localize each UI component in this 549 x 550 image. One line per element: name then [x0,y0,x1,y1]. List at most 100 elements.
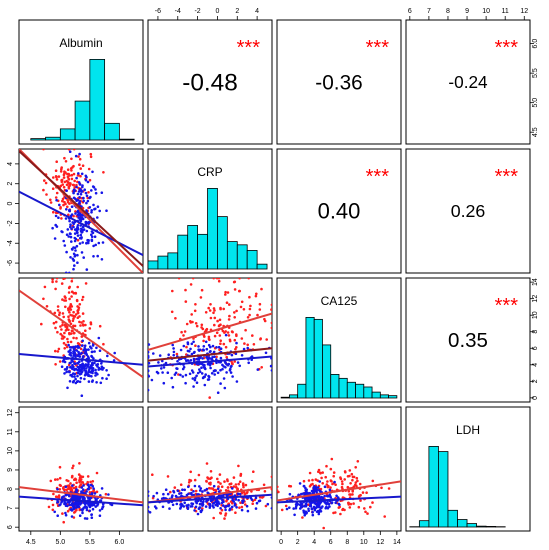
data-point [199,296,203,299]
data-point [91,350,94,354]
data-point [91,480,95,483]
data-point [171,289,174,293]
data-point [87,167,91,171]
data-point [72,317,75,320]
data-point [77,216,80,219]
data-point [193,484,197,488]
data-point [56,487,59,491]
data-point [72,222,75,226]
data-point [80,344,84,347]
data-point [95,346,98,350]
data-point [240,354,244,357]
data-point [344,470,347,474]
data-point [75,336,78,340]
data-point [255,501,259,505]
data-point [183,488,186,492]
data-point [87,380,91,383]
data-point [53,237,57,240]
data-point [74,212,77,215]
data-point [42,149,45,151]
data-point [298,482,302,485]
data-point [251,334,254,337]
data-point [161,359,164,363]
data-point [62,239,65,243]
data-point [175,352,179,356]
data-point [152,494,155,498]
data-point [240,508,244,512]
data-point [71,319,75,323]
variable-label-albumin: Albumin [59,36,102,50]
data-point [79,347,83,351]
data-point [63,331,66,335]
data-point [264,504,268,508]
data-point [59,206,62,209]
data-point [100,191,104,194]
data-point [80,366,83,370]
fit-line [277,495,401,504]
data-point [72,225,75,229]
data-point [223,480,226,483]
data-point [199,499,203,503]
data-point [160,367,163,370]
data-point [84,178,88,182]
data-point [89,367,92,370]
data-point [242,485,245,489]
data-point [209,366,212,370]
data-point [256,368,260,371]
data-point [322,526,326,530]
data-point [73,349,76,352]
significance-stars: *** [495,166,519,188]
data-point [181,488,184,492]
data-point [179,492,183,495]
tick-label-albumin: 6.0 [115,539,125,546]
data-point [189,470,192,474]
data-point [79,215,82,219]
histogram-bar [118,138,135,141]
data-point [184,373,188,377]
data-point [57,495,61,499]
data-point [98,209,101,213]
histogram-bar [355,383,365,399]
data-point [84,220,88,224]
data-point [235,506,238,509]
data-point [75,481,78,485]
data-point [55,198,58,202]
data-point [212,307,216,310]
data-point [51,226,54,230]
data-point [254,496,258,500]
data-point [42,188,45,192]
data-point [216,487,220,491]
data-point [197,362,201,366]
data-point [151,473,154,477]
data-point [161,371,164,374]
data-point [101,241,105,244]
data-point [58,488,62,491]
data-point [184,300,188,303]
tick-label-ldh: 7 [427,8,431,15]
tick-label-ldh: 6 [7,525,14,529]
data-point [72,379,76,383]
data-point [68,219,71,223]
data-point [203,383,207,387]
data-point [61,334,64,338]
data-point [334,483,337,487]
data-point [235,309,238,313]
data-point [69,361,73,364]
data-point [70,227,73,230]
panel-frame-ca125-albumin [18,277,144,403]
panel-frame-albumin-crp [147,19,273,145]
data-point [70,346,74,349]
data-point [222,377,226,380]
tick-label-crp: -2 [7,220,14,226]
data-point [75,501,79,505]
data-point [330,457,334,461]
data-point [324,506,328,510]
data-point [223,386,227,390]
data-point [201,357,204,360]
data-point [228,303,231,306]
data-point [252,470,255,474]
panel-frame-crp-crp [147,148,273,274]
data-point [263,490,267,493]
data-point [194,489,198,493]
data-point [83,188,86,191]
